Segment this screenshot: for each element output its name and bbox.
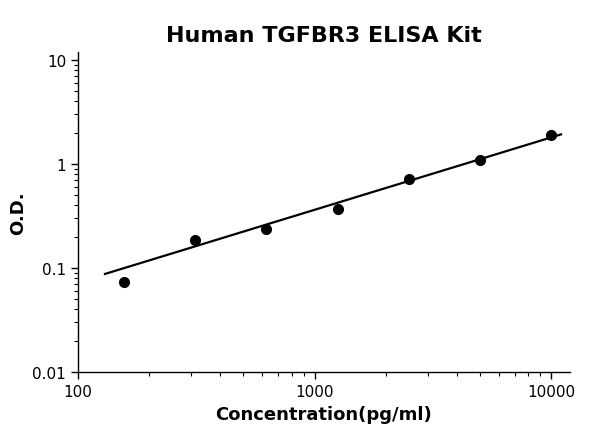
Point [190,237,200,244]
Point [475,157,485,164]
Title: Human TGFBR3 ELISA Kit: Human TGFBR3 ELISA Kit [166,25,482,46]
X-axis label: Concentration(pg/ml): Concentration(pg/ml) [215,405,433,423]
Point [119,279,128,286]
Point [547,132,556,139]
Point [333,206,343,213]
Point [262,226,271,233]
Point [404,176,413,183]
Y-axis label: O.D.: O.D. [9,191,27,234]
